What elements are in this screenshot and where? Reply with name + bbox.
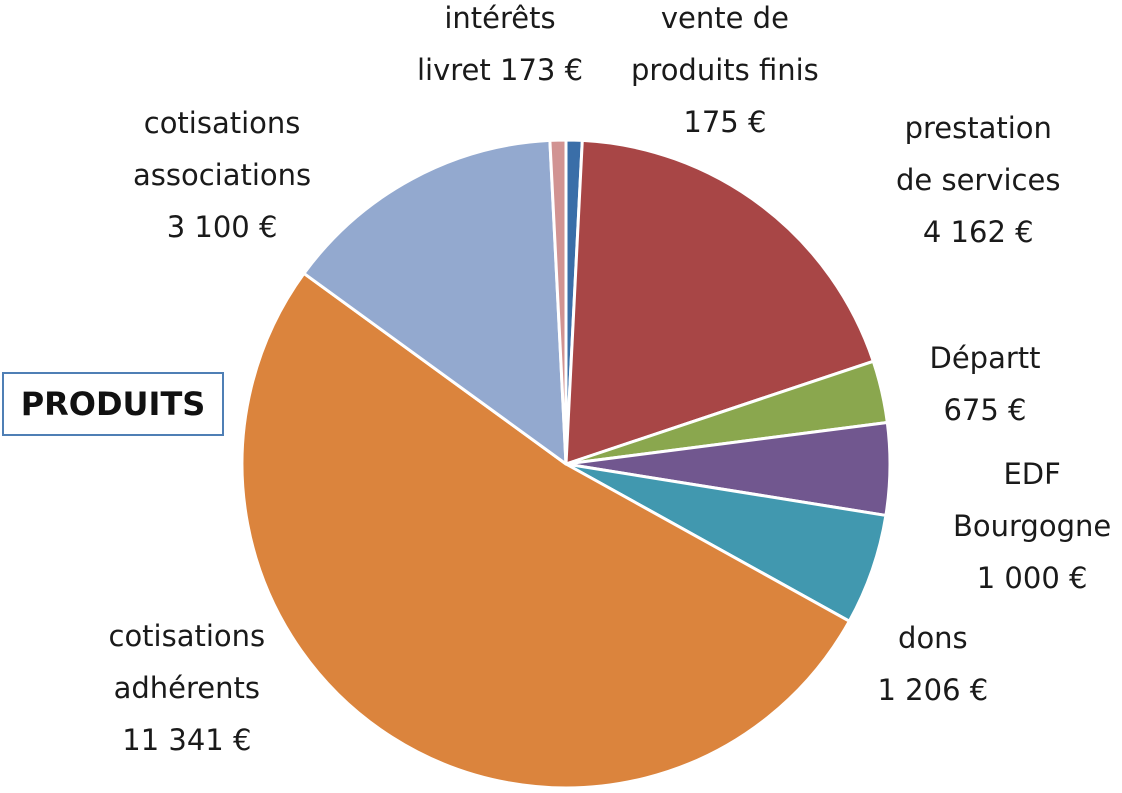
slice-label-line: 11 341 € xyxy=(122,723,252,757)
slice-label: cotisations adhérents 11 341 € xyxy=(109,610,266,766)
slice-label-line: livret 173 € xyxy=(417,53,584,87)
slice-label-line: cotisations xyxy=(108,619,266,653)
slice-label-line: 1 000 € xyxy=(976,561,1088,595)
slice-label-line: EDF xyxy=(1003,457,1061,491)
slice-label-line: Bourgogne xyxy=(953,509,1112,543)
slice-label-line: 4 162 € xyxy=(922,215,1034,249)
slice-label: vente de produits finis 175 € xyxy=(631,0,819,148)
slice-label: cotisations associations 3 100 € xyxy=(133,97,311,253)
slice-label-line: prestation xyxy=(904,111,1052,145)
slice-label: EDF Bourgogne 1 000 € xyxy=(953,448,1111,604)
pie-slice xyxy=(302,138,568,466)
slice-label: dons 1 206 € xyxy=(878,612,989,716)
pie-slice xyxy=(564,138,875,466)
slice-label-line: associations xyxy=(133,158,312,192)
slice-label-line: dons xyxy=(898,621,968,655)
chart-title: PRODUITS xyxy=(2,372,224,436)
pie-slice xyxy=(548,138,568,466)
slice-label-line: produits finis xyxy=(631,53,819,87)
slice-label-line: 1 206 € xyxy=(877,673,989,707)
slice-label-line: Départt xyxy=(929,341,1041,375)
slice-label-line: cotisations xyxy=(143,106,301,140)
slice-label: prestation de services 4 162 € xyxy=(896,102,1060,258)
slice-label: intérêts livret 173 € xyxy=(417,0,583,96)
slice-label-line: adhérents xyxy=(113,671,261,705)
slice-label: Départt 675 € xyxy=(930,332,1041,436)
slice-label-line: 175 € xyxy=(683,105,767,139)
slice-label-line: 3 100 € xyxy=(166,210,278,244)
slice-label-line: vente de xyxy=(660,1,789,35)
slice-label-line: intérêts xyxy=(444,1,556,35)
slice-label-line: 675 € xyxy=(943,393,1027,427)
slice-label-line: de services xyxy=(896,163,1061,197)
pie-slice xyxy=(240,271,851,790)
